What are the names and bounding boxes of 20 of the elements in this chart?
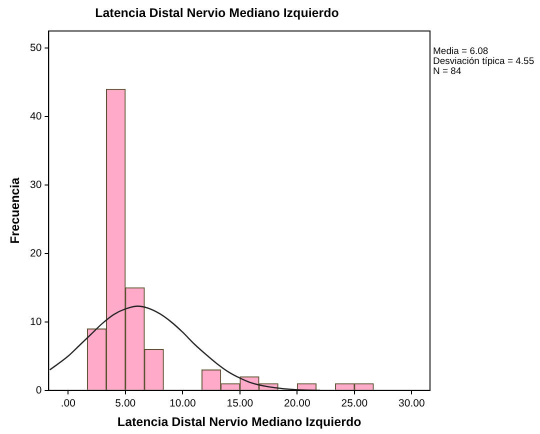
text: Desviación típica = 4.55 <box>433 56 534 67</box>
x-tick-label: 25.00 <box>341 398 368 410</box>
y-tick-label: 40 <box>30 110 42 122</box>
x-tick-label: 30.00 <box>398 398 425 410</box>
y-tick-label: 50 <box>30 42 42 54</box>
text: Media = 6.08 <box>433 46 490 57</box>
y-tick-label: 30 <box>30 178 42 191</box>
x-tick-label: 20.00 <box>284 398 310 410</box>
x-tick-label: .00 <box>60 398 76 410</box>
y-tick-label: 10 <box>30 316 42 328</box>
y-axis-title: Frecuencia <box>8 176 22 244</box>
x-tick-label: 5.00 <box>115 398 136 410</box>
chart-title: Latencia Distal Nervio Mediano Izquierdo <box>95 6 340 20</box>
x-axis-title: Latencia Distal Nervio Mediano Izquierdo <box>117 414 362 429</box>
line-series <box>49 306 321 390</box>
x-tick-label: 15.00 <box>226 398 254 410</box>
y-tick-label: 0 <box>36 384 42 396</box>
x-tick-label: 10.00 <box>170 398 196 410</box>
y-tick-label: 20 <box>30 247 42 260</box>
text: N = 84 <box>433 66 462 77</box>
